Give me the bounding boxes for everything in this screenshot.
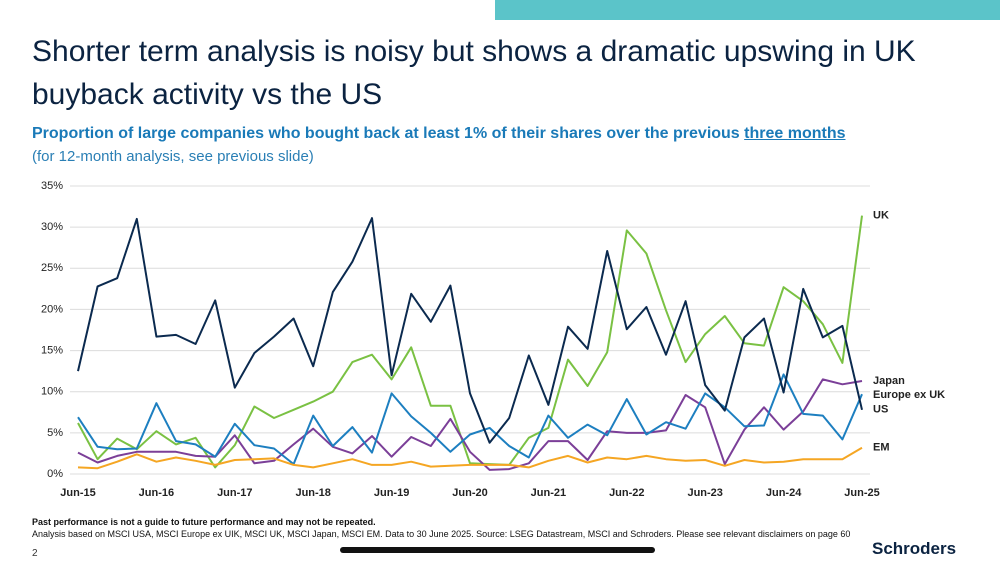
slide-title: Shorter term analysis is noisy but shows… [32, 35, 916, 111]
footnote: Analysis based on MSCI USA, MSCI Europe … [32, 529, 851, 539]
x-tick-label: Jun-20 [452, 487, 487, 499]
subtitle: Proportion of large companies who bought… [32, 125, 846, 143]
series-line [77, 217, 863, 444]
series-label: US [873, 404, 888, 416]
subtitle-note: (for 12-month analysis, see previous sli… [32, 148, 314, 165]
subtitle-text: Proportion of large companies who bought… [32, 125, 740, 142]
x-tick-label: Jun-21 [531, 487, 566, 499]
series-line [77, 215, 863, 469]
series-label: UK [873, 210, 889, 222]
logo: Schroders [872, 539, 957, 558]
y-tick-label: 5% [47, 427, 63, 439]
y-tick-label: 25% [41, 262, 63, 274]
x-tick-label: Jun-24 [766, 487, 802, 499]
series-label: EM [873, 442, 890, 454]
page-number: 2 [32, 548, 38, 559]
y-tick-label: 20% [41, 303, 63, 315]
home-indicator [340, 547, 655, 553]
series-line [77, 373, 863, 466]
series-line [77, 378, 863, 471]
x-tick-label: Jun-23 [687, 487, 722, 499]
x-tick-label: Jun-16 [139, 487, 174, 499]
x-tick-label: Jun-18 [295, 487, 330, 499]
y-tick-label: 0% [47, 468, 63, 480]
y-tick-label: 35% [41, 180, 63, 192]
footnote: Past performance is not a guide to futur… [32, 517, 376, 527]
x-tick-label: Jun-19 [374, 487, 409, 499]
y-tick-label: 15% [41, 344, 63, 356]
series-label: Japan [873, 375, 905, 387]
y-tick-label: 30% [41, 221, 63, 233]
x-tick-label: Jun-17 [217, 487, 252, 499]
x-tick-label: Jun-15 [60, 487, 95, 499]
subtitle-emphasis: three months [744, 125, 846, 142]
series-line [77, 446, 863, 470]
y-tick-label: 10% [41, 386, 63, 398]
header-band [495, 0, 1000, 20]
x-tick-label: Jun-22 [609, 487, 644, 499]
x-tick-label: Jun-25 [844, 487, 879, 499]
series-label: Europe ex UK [873, 389, 945, 401]
